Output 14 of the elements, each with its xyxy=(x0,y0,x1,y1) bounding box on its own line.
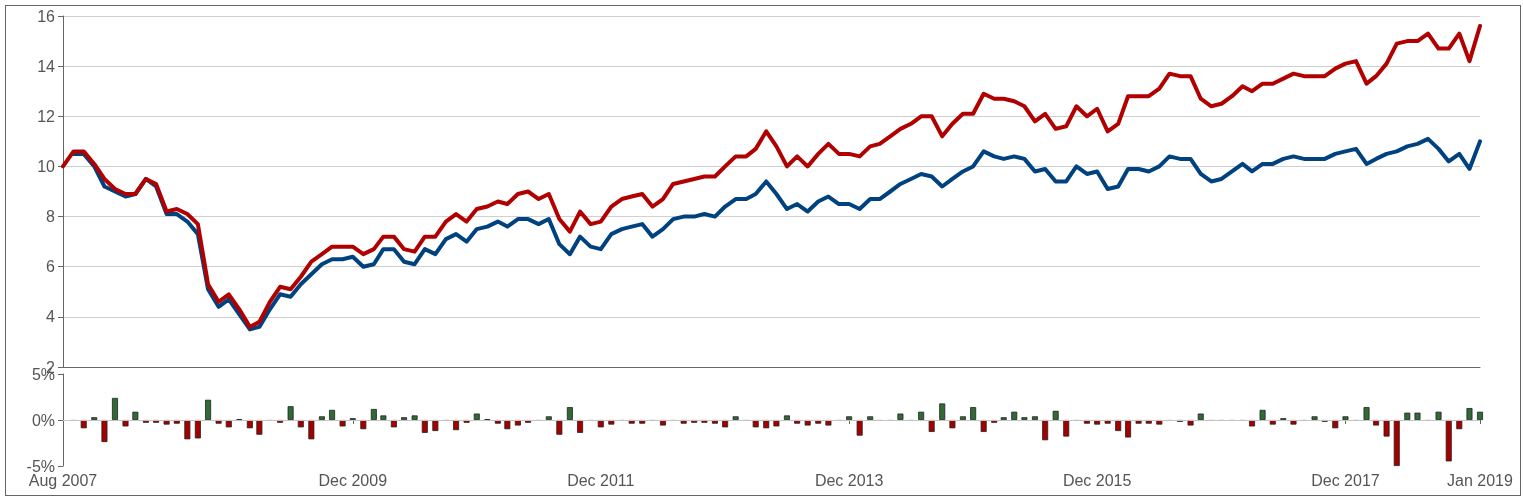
y-tick-label: 6 xyxy=(46,258,56,276)
y-tick-label: 10 xyxy=(37,157,56,175)
x-tick-label: Dec 2011 xyxy=(567,471,635,489)
y-tick-label: 4 xyxy=(46,308,56,326)
y-tick-label: 8 xyxy=(46,208,56,226)
x-tick-label: Dec 2013 xyxy=(814,471,884,489)
y-tick-label: 0% xyxy=(31,411,55,429)
y-tick-label: 14 xyxy=(37,57,56,75)
y-tick-label: 12 xyxy=(37,107,56,125)
x-tick-label: Jan 2019 xyxy=(1447,471,1514,489)
x-tick-label: Dec 2015 xyxy=(1062,471,1132,489)
x-tick-label: Dec 2009 xyxy=(318,471,388,489)
y-tick-label: 16 xyxy=(37,7,56,25)
x-tick-label: Dec 2017 xyxy=(1311,471,1380,489)
